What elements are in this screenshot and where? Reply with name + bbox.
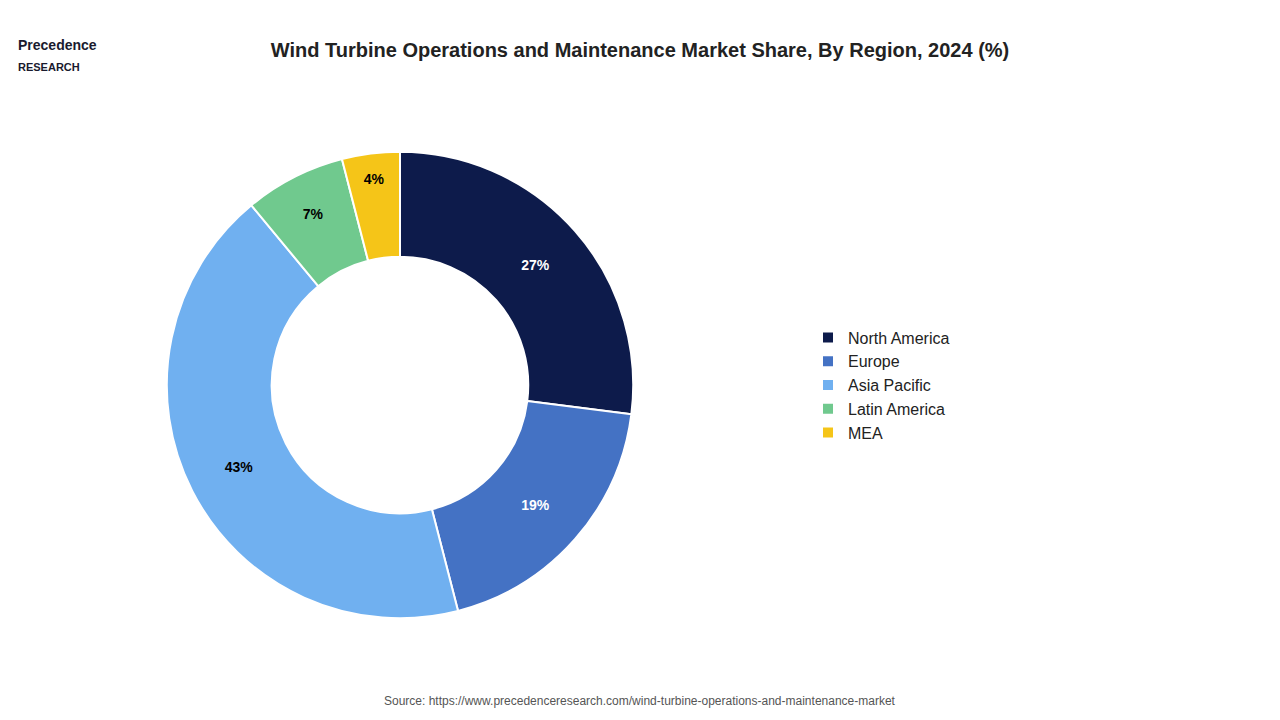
svg-text:Asia Pacific: Asia Pacific [848, 377, 931, 394]
svg-text:27%: 27% [521, 257, 550, 273]
svg-text:19%: 19% [521, 497, 550, 513]
svg-text:4%: 4% [364, 171, 385, 187]
svg-text:Precedence: Precedence [18, 37, 97, 53]
svg-text:RESEARCH: RESEARCH [18, 61, 80, 73]
svg-text:MEA: MEA [848, 425, 883, 442]
svg-text:Europe: Europe [848, 353, 900, 370]
svg-text:Wind Turbine Operations and Ma: Wind Turbine Operations and Maintenance … [271, 39, 1010, 61]
svg-text:7%: 7% [303, 206, 324, 222]
svg-text:43%: 43% [225, 459, 254, 475]
svg-text:Source: https://www.precedence: Source: https://www.precedenceresearch.c… [384, 694, 896, 708]
svg-text:Latin America: Latin America [848, 401, 945, 418]
svg-text:North America: North America [848, 330, 949, 347]
